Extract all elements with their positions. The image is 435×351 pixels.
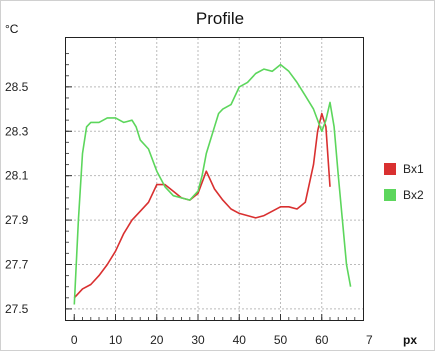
y-axis: 27.5 27.7 27.9 28.1 28.3 28.5 — [5, 53, 72, 316]
chart-title: Profile — [196, 9, 244, 28]
x-tick-label: 60 — [315, 333, 329, 347]
x-axis: 0 10 20 30 40 50 60 — [71, 314, 356, 347]
y-tick-label: 28.3 — [5, 124, 29, 138]
x-tick-label: 20 — [150, 333, 164, 347]
series-lines — [73, 63, 352, 305]
x-tick-label: 40 — [233, 333, 247, 347]
y-axis-unit: °C — [5, 22, 19, 36]
legend-swatch-bx2 — [384, 189, 396, 201]
x-tick-label-partial: 7 — [366, 333, 373, 347]
x-tick-label: 0 — [71, 333, 78, 347]
y-tick-label: 27.5 — [5, 302, 29, 316]
x-tick-label: 30 — [191, 333, 205, 347]
grid-lines — [66, 38, 363, 320]
legend-label-bx1: Bx1 — [403, 162, 424, 176]
plot-frame — [65, 37, 364, 321]
x-tick-label: 10 — [109, 333, 123, 347]
x-axis-unit: px — [403, 333, 417, 347]
legend: Bx1 Bx2 — [384, 162, 424, 202]
legend-label-bx2: Bx2 — [403, 188, 424, 202]
series-line-bx1 — [73, 112, 331, 299]
y-tick-label: 27.7 — [5, 257, 29, 271]
y-tick-label: 28.1 — [5, 169, 29, 183]
y-tick-label: 27.9 — [5, 213, 29, 227]
legend-swatch-bx1 — [384, 163, 396, 175]
y-tick-label: 28.5 — [5, 80, 29, 94]
plot-area — [65, 37, 364, 321]
series-line-bx2 — [73, 63, 352, 305]
x-tick-label: 50 — [274, 333, 288, 347]
